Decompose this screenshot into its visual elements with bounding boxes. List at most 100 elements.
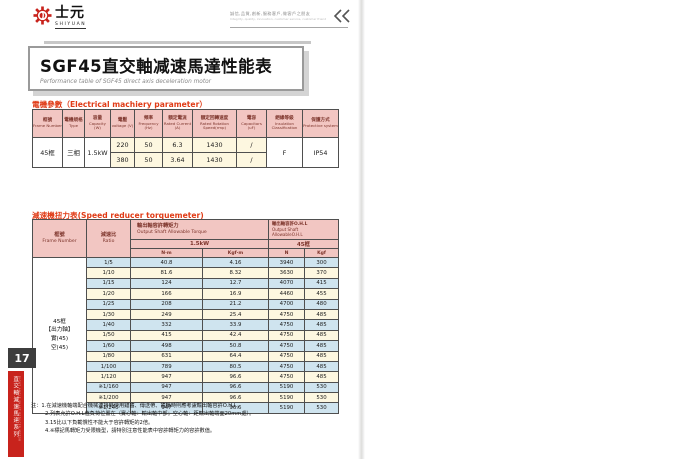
catalog-page-right: 誠信,品質,創新,服務客戶,做客戶之朋友 Integrity, quality,… (361, 0, 698, 459)
torque-row: 45框 【出力軸】 實(45) 空(45) 1/5 40.8 4.16 3940 300 (32, 256, 339, 414)
ratio-cell: 1/40 (86, 319, 131, 331)
col-speed: 額定回轉速度 Rated Rotation Speed(rmp) (192, 109, 237, 138)
ratio-cell: 1/20 (86, 288, 131, 300)
kgf-cell: 370 (304, 267, 339, 279)
torque-header-row1: 框號 Frame Number 減速比 Ratio 輸出軸容許轉矩力 Output S… (32, 219, 339, 258)
n-cell: 4750 (268, 360, 305, 373)
col-allowable-torque: 輸出軸容許轉矩力 Output Shaft Allowable Torque (130, 219, 269, 240)
tagline-en: Integrity, quality, innovation, customer… (230, 17, 327, 21)
kgf-cell: 485 (304, 360, 339, 373)
note-line: 4.※標記馬轉矩力受限機型，請特別注意性能表中容許轉矩力的容許數值。 (45, 427, 216, 434)
kgf-cell: 455 (304, 288, 339, 300)
n-cell: 4750 (268, 329, 305, 342)
voltage-value: 220 (110, 137, 135, 153)
torque-row: 1/30 249 25.4 4750 485 (33, 308, 339, 321)
col-frame: 框號 Frame Number (32, 109, 63, 138)
electrical-header-row: 框號 Frame Number 電機規格 Type 容量 Capacity (W) 電… (32, 109, 339, 138)
nm-cell: 498 (130, 340, 203, 352)
nm-cell: 124 (130, 277, 203, 290)
col-insulation: 絕緣等級 Insulation Classification (266, 109, 303, 138)
col-protection: 保護方式 Protective system (302, 109, 339, 138)
n-cell: 3940 (268, 256, 305, 269)
torque-table: 框號 Frame Number 減速比 Ratio 輸出軸容許轉矩力 Output S… (32, 219, 339, 414)
kgfm-cell: 96.6 (202, 381, 269, 394)
ratio-cell: 1/60 (86, 340, 131, 352)
unit-n: N (268, 248, 305, 258)
page-title: SGF45直交軸减速馬達性能表 (40, 57, 273, 76)
capacitor-value: / (236, 137, 267, 153)
note-line: 注：1.在減速機軸端配合機械連接時使用鏈齒、傳送帶、齒輪時則應考慮輸出軸容許O.… (31, 403, 242, 409)
torque-row: 1/15 124 12.7 4070 415 (33, 277, 339, 290)
unit-kgfm: Kgf·m (202, 248, 269, 258)
torque-row: 1/50 415 42.4 4750 485 (33, 329, 339, 342)
torque-header-row3: N·m Kgf·m N Kgf (33, 248, 339, 258)
col-allowable-ohl: 輸出軸容許O.H.L Output Shaft AllowableO.H.L (268, 219, 339, 240)
catalog-page-left: 士元 SHIYUAN 誠信,品質,創新,服務客戶,做客戶之朋友 Integrit… (0, 0, 361, 459)
current-value: 6.3 (162, 137, 193, 153)
ratio-cell: 1/120 (86, 371, 131, 383)
kgf-cell: 480 (304, 298, 339, 310)
type-value: 三相 (62, 137, 85, 168)
electrical-section-en: （Electrical machiery parameter） (62, 100, 207, 109)
nm-cell: 81.6 (130, 267, 203, 279)
col-capacity: 容量 Capacity (W) (84, 109, 111, 138)
brand-tagline: 誠信,品質,創新,服務客戶,做客戶之朋友 Integrity, quality,… (230, 11, 350, 21)
nm-cell: 947 (130, 381, 203, 394)
col-current: 額定電流 Rated Current (A) (162, 109, 193, 138)
kgfm-cell: 33.9 (202, 319, 269, 331)
capacitor-value: / (236, 152, 267, 168)
ratio-cell: 1/10 (86, 267, 131, 279)
nm-cell: 789 (130, 360, 203, 373)
kgf-cell: 300 (304, 256, 339, 269)
kgf-cell: 485 (304, 340, 339, 352)
n-cell: 4750 (268, 308, 305, 321)
kgfm-cell: 42.4 (202, 329, 269, 342)
torque-row: 1/10 81.6 8.32 3630 370 (33, 267, 339, 279)
col-ratio: 減速比 Ratio (86, 219, 131, 258)
nm-cell: 208 (130, 298, 203, 310)
nm-cell: 166 (130, 288, 203, 300)
insulation-value: F (266, 137, 303, 168)
kgf-cell: 485 (304, 371, 339, 383)
nm-cell: 947 (130, 371, 203, 383)
n-cell: 4750 (268, 350, 305, 362)
kgfm-cell: 8.32 (202, 267, 269, 279)
n-cell: 4700 (268, 298, 305, 310)
nm-cell: 631 (130, 350, 203, 362)
kgfm-cell: 64.4 (202, 350, 269, 362)
nm-cell: 415 (130, 329, 203, 342)
capacity-value: 1.5kW (84, 137, 111, 168)
torque-row: ※1/160 947 96.6 5190 530 (33, 381, 339, 394)
page-number-badge: 17 (8, 348, 36, 368)
col-frame-number: 框號 Frame Number (32, 219, 87, 258)
speed-value: 1430 (192, 152, 237, 168)
kgf-cell: 485 (304, 329, 339, 342)
kgfm-cell: 4.16 (202, 256, 269, 269)
col-frequency: 頻率 Frequency (Hz) (134, 109, 163, 138)
kgf-cell: 415 (304, 277, 339, 290)
page-number: 17 (14, 351, 30, 365)
n-cell: 4750 (268, 319, 305, 331)
unit-kgf: Kgf (304, 248, 339, 258)
current-value: 3.64 (162, 152, 193, 168)
col-capacitors: 電容 Capacitors (uF) (236, 109, 267, 138)
kgf-cell: 530 (304, 381, 339, 394)
kgfm-cell: 80.5 (202, 360, 269, 373)
logo-subtext: SHIYUAN (55, 22, 87, 29)
gear-logo-icon (33, 6, 52, 25)
speed-value: 1430 (192, 137, 237, 153)
n-cell: 5190 (268, 381, 305, 394)
side-strip-en: RIGHT ANGLE SHAFT REDUCER MOTOR (17, 376, 21, 442)
n-cell: 3630 (268, 267, 305, 279)
footnotes: 注：1.在減速機軸端配合機械連接時使用鏈齒、傳送帶、齒輪時則應考慮輸出軸容許O.… (31, 402, 347, 435)
nm-cell: 332 (130, 319, 203, 331)
voltage-value: 380 (110, 152, 135, 168)
ratio-cell: 1/25 (86, 298, 131, 310)
kgfm-cell: 25.4 (202, 308, 269, 321)
electrical-section-cn: 電機參數 (32, 100, 63, 109)
n-cell: 4070 (268, 277, 305, 290)
col-voltage: 電壓 voltage (V) (110, 109, 135, 138)
nm-cell: 40.8 (130, 256, 203, 269)
kgfm-cell: 21.2 (202, 298, 269, 310)
kgf-cell: 485 (304, 308, 339, 321)
